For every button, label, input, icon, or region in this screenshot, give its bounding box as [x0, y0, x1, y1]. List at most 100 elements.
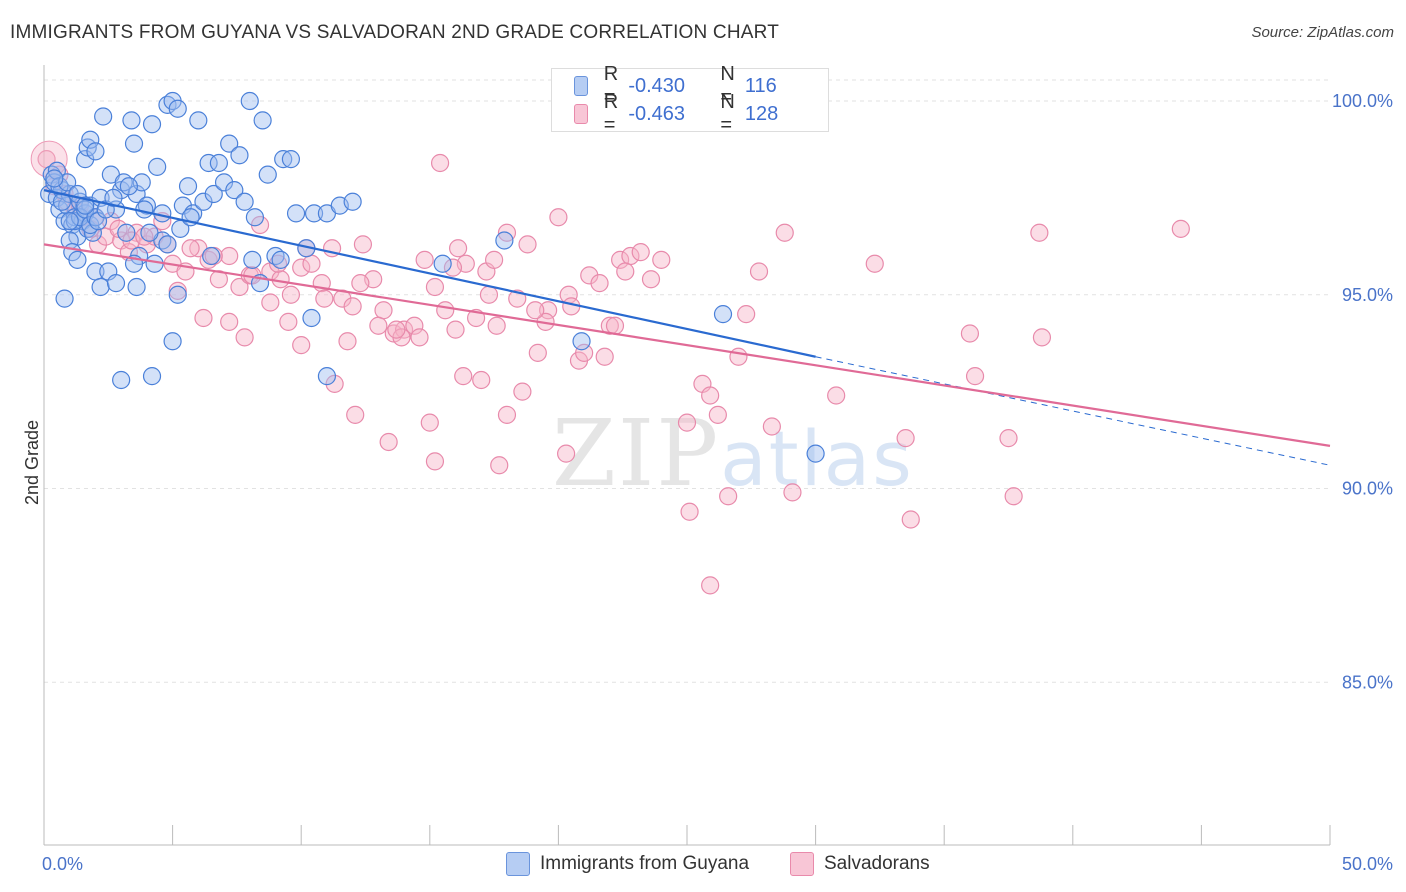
point-salvadorans [454, 367, 473, 386]
point-guyana [148, 157, 167, 176]
point-salvadorans [379, 432, 398, 452]
point-guyana [168, 99, 187, 118]
point-salvadorans [420, 413, 439, 432]
point-guyana [142, 367, 162, 386]
point-salvadorans [677, 413, 697, 432]
point-salvadorans [701, 386, 720, 405]
legend-n-value: 128 [744, 102, 779, 125]
legend-n-label: N = [720, 91, 735, 136]
point-guyana [433, 254, 452, 273]
point-salvadorans [737, 305, 756, 324]
point-guyana [225, 181, 244, 200]
point-guyana [253, 111, 272, 130]
point-salvadorans [346, 405, 365, 424]
y-tick-label: 90.0% [1342, 479, 1393, 499]
point-salvadorans [719, 487, 738, 506]
legend-swatch-blue [506, 852, 530, 876]
legend-row-salvadorans: R = -0.463 N = 128 [574, 91, 837, 136]
point-salvadorans [490, 456, 509, 475]
series-salvadorans-points [30, 91, 1190, 595]
point-guyana [245, 208, 265, 227]
point-salvadorans [518, 235, 537, 254]
point-salvadorans [557, 444, 576, 463]
point-salvadorans [616, 262, 635, 281]
point-salvadorans [446, 320, 465, 339]
point-guyana [60, 212, 79, 231]
point-guyana [91, 277, 110, 297]
point-guyana [140, 223, 159, 242]
point-salvadorans [261, 293, 280, 312]
point-guyana [572, 332, 591, 351]
point-salvadorans [443, 258, 463, 277]
point-salvadorans [641, 270, 661, 289]
point-salvadorans [374, 301, 393, 320]
x-tick-label-max: 50.0% [1342, 854, 1393, 874]
point-salvadorans [865, 254, 884, 273]
trend-line-salvadorans [43, 243, 1331, 447]
point-salvadorans [271, 270, 290, 289]
point-guyana [343, 192, 362, 211]
source-label: Source: ZipAtlas.com [1251, 24, 1394, 41]
point-guyana [304, 204, 324, 223]
point-guyana [127, 184, 146, 204]
legend-row-guyana: R = -0.430 N = 116 [574, 63, 837, 108]
point-guyana [189, 111, 208, 130]
point-salvadorans [279, 312, 298, 331]
point-salvadorans [479, 285, 499, 304]
point-salvadorans [508, 289, 527, 308]
point-salvadorans [351, 274, 370, 293]
point-salvadorans [701, 576, 720, 595]
point-guyana [106, 274, 126, 293]
legend-label-salvadorans: Salvadorans [824, 853, 930, 874]
series-guyana-points [40, 91, 825, 463]
point-salvadorans [220, 312, 239, 331]
point-guyana [271, 250, 290, 269]
point-salvadorans [539, 301, 558, 320]
point-salvadorans [960, 324, 980, 343]
point-guyana [240, 91, 259, 111]
y-tick-label: 95.0% [1342, 285, 1393, 305]
trend-line-guyana [43, 189, 816, 358]
point-salvadorans [387, 320, 406, 339]
legend-swatch-pink [790, 852, 814, 876]
point-guyana [235, 192, 254, 211]
point-salvadorans [611, 250, 630, 269]
point-salvadorans [575, 343, 594, 362]
point-salvadorans [353, 235, 373, 254]
point-salvadorans [600, 316, 619, 335]
point-salvadorans [315, 289, 334, 308]
point-salvadorans [1030, 223, 1049, 242]
point-guyana [317, 367, 337, 386]
point-salvadorans [680, 502, 699, 521]
point-salvadorans [775, 223, 794, 242]
y-tick-label: 100.0% [1332, 91, 1393, 111]
point-guyana [55, 289, 74, 308]
point-salvadorans [230, 277, 249, 297]
legend-item-guyana[interactable]: Immigrants from Guyana [506, 852, 749, 876]
point-salvadorans [181, 239, 200, 258]
point-guyana [274, 150, 293, 169]
legend-swatch-blue [574, 76, 588, 96]
series-legend: Immigrants from Guyana Salvadorans [0, 852, 1406, 878]
point-guyana [178, 177, 198, 196]
legend-item-salvadorans[interactable]: Salvadorans [790, 852, 930, 876]
legend-r-label: R = [603, 91, 619, 136]
point-salvadorans [194, 308, 213, 328]
point-salvadorans [410, 328, 429, 347]
point-salvadorans [292, 258, 311, 277]
point-guyana [94, 107, 113, 126]
point-guyana [806, 444, 825, 463]
point-salvadorans [485, 250, 504, 269]
point-salvadorans [292, 336, 311, 355]
point-salvadorans [425, 452, 445, 471]
point-guyana [117, 223, 136, 242]
point-salvadorans [302, 254, 321, 273]
point-salvadorans [999, 429, 1018, 448]
point-guyana [495, 231, 514, 250]
point-salvadorans [235, 328, 254, 347]
point-guyana [258, 165, 277, 184]
point-salvadorans [965, 367, 985, 386]
point-guyana [302, 308, 321, 328]
point-guyana [158, 235, 177, 254]
point-guyana [127, 277, 146, 297]
